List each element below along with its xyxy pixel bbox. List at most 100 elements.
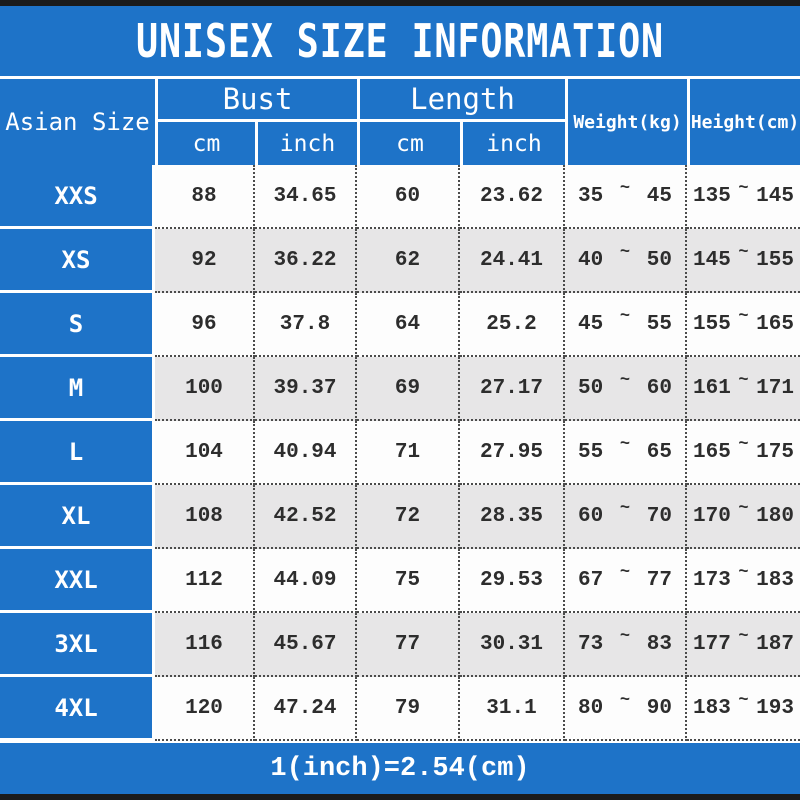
tilde-symbol: ~ [619,242,631,262]
bust-inch-value: 37.8 [255,293,357,357]
height-max: 165 [756,312,794,336]
height-range: 161 ~ 171 [687,357,800,421]
tilde-symbol: ~ [738,498,749,518]
size-label: S [0,293,155,357]
tilde-symbol: ~ [738,562,749,582]
weight-range: 50 ~ 60 [565,357,687,421]
table-row: S 96 37.8 64 25.2 45 ~ 55 155 ~ 165 [0,293,800,357]
weight-min: 40 [578,248,604,272]
weight-min: 45 [578,312,604,336]
tilde-symbol: ~ [619,178,631,198]
weight-range: 55 ~ 65 [565,421,687,485]
length-inch-value: 28.35 [460,485,565,549]
height-range: 170 ~ 180 [687,485,800,549]
size-label: XXL [0,549,155,613]
bust-cm-value: 116 [155,613,255,677]
tilde-symbol: ~ [619,370,631,390]
length-cm-value: 60 [357,165,460,229]
length-cm-value: 71 [357,421,460,485]
weight-range: 67 ~ 77 [565,549,687,613]
weight-max: 45 [646,184,672,208]
height-range: 135 ~ 145 [687,165,800,229]
length-cm-value: 72 [357,485,460,549]
tilde-symbol: ~ [738,690,749,710]
length-cm-value: 64 [357,293,460,357]
weight-range: 45 ~ 55 [565,293,687,357]
bust-inch-value: 44.09 [255,549,357,613]
height-range: 177 ~ 187 [687,613,800,677]
table-row: XXL 112 44.09 75 29.53 67 ~ 77 173 ~ 183 [0,549,800,613]
bust-cm-value: 96 [155,293,255,357]
length-inch-value: 30.31 [460,613,565,677]
length-cm-value: 77 [357,613,460,677]
footer-band: 1(inch)=2.54(cm) [0,743,800,794]
footer-separator [0,741,800,743]
height-max: 175 [756,440,794,464]
table-row: 4XL 120 47.24 79 31.1 80 ~ 90 183 ~ 193 [0,677,800,741]
weight-max: 50 [646,248,672,272]
bust-inch-value: 40.94 [255,421,357,485]
size-label: XL [0,485,155,549]
header-length-inch: inch [460,122,565,165]
height-max: 187 [756,632,794,656]
size-label: XXS [0,165,155,229]
header-weight: Weight(kg) [565,79,687,165]
length-cm-value: 75 [357,549,460,613]
title-band: UNISEX SIZE INFORMATION [0,6,800,76]
bust-cm-value: 108 [155,485,255,549]
height-min: 145 [693,248,731,272]
height-min: 135 [693,184,731,208]
tilde-symbol: ~ [619,498,631,518]
height-min: 173 [693,568,731,592]
height-min: 165 [693,440,731,464]
weight-max: 77 [646,568,672,592]
tilde-symbol: ~ [738,370,749,390]
bust-cm-value: 92 [155,229,255,293]
tilde-symbol: ~ [738,178,749,198]
height-max: 155 [756,248,794,272]
weight-range: 35 ~ 45 [565,165,687,229]
bust-cm-value: 88 [155,165,255,229]
header-bust: Bust [155,79,357,122]
bust-cm-value: 100 [155,357,255,421]
height-max: 180 [756,504,794,528]
height-max: 145 [756,184,794,208]
length-inch-value: 24.41 [460,229,565,293]
header-height: Height(cm) [687,79,800,165]
height-min: 161 [693,376,731,400]
length-inch-value: 27.17 [460,357,565,421]
tilde-symbol: ~ [619,562,631,582]
weight-range: 60 ~ 70 [565,485,687,549]
size-label: M [0,357,155,421]
size-label: XS [0,229,155,293]
bust-cm-value: 104 [155,421,255,485]
height-range: 155 ~ 165 [687,293,800,357]
length-inch-value: 31.1 [460,677,565,741]
bust-inch-value: 42.52 [255,485,357,549]
page-title: UNISEX SIZE INFORMATION [135,14,664,68]
height-range: 165 ~ 175 [687,421,800,485]
header-asian-size: Asian Size [0,79,155,165]
table-row: 3XL 116 45.67 77 30.31 73 ~ 83 177 ~ 187 [0,613,800,677]
weight-max: 60 [646,376,672,400]
table-row: XS 92 36.22 62 24.41 40 ~ 50 145 ~ 155 [0,229,800,293]
size-label: 3XL [0,613,155,677]
height-range: 173 ~ 183 [687,549,800,613]
table-header: Asian Size Bust Length Weight(kg) Height… [0,79,800,165]
table-row: M 100 39.37 69 27.17 50 ~ 60 161 ~ 171 [0,357,800,421]
size-label: 4XL [0,677,155,741]
height-min: 170 [693,504,731,528]
weight-min: 50 [578,376,604,400]
length-inch-value: 25.2 [460,293,565,357]
weight-max: 90 [646,696,672,720]
weight-range: 40 ~ 50 [565,229,687,293]
tilde-symbol: ~ [619,626,631,646]
tilde-symbol: ~ [619,306,631,326]
weight-min: 67 [578,568,604,592]
length-inch-value: 29.53 [460,549,565,613]
weight-range: 80 ~ 90 [565,677,687,741]
weight-max: 70 [646,504,672,528]
bust-inch-value: 34.65 [255,165,357,229]
tilde-symbol: ~ [619,690,631,710]
tilde-symbol: ~ [738,434,749,454]
